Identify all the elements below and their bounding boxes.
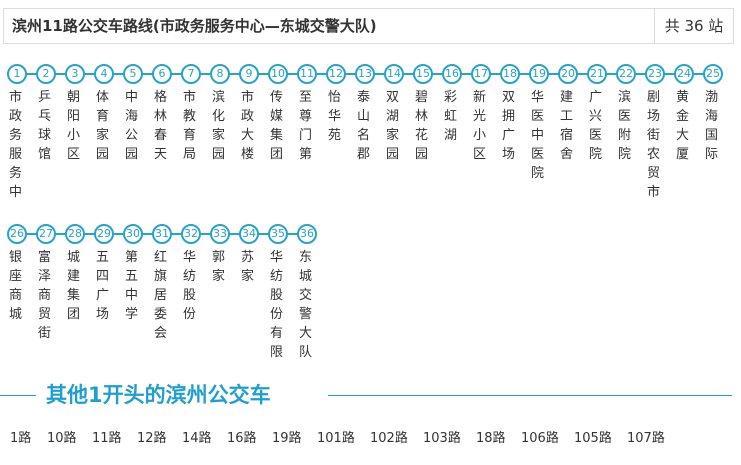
stop-number: 3 [65,64,85,84]
stop-name: 五四广场 [96,250,110,322]
stop-name: 郭家 [212,250,226,284]
section-title: 其他1开头的滨州公交车 [46,383,271,407]
other-section: 其他1开头的滨州公交车 [0,380,741,410]
stop-number: 6 [152,64,172,84]
stop-name: 至尊门第 [299,90,313,162]
stop-name: 东城交警大队 [299,250,313,360]
stop-number: 21 [587,64,607,84]
stop-number: 8 [210,64,230,84]
stop-name: 双湖家园 [386,90,400,162]
stop-name: 红旗居委会 [154,250,168,341]
route-link[interactable]: 102路 [370,431,408,446]
stop-name: 新光小区 [473,90,487,162]
stop-number: 14 [384,64,404,84]
route-link[interactable]: 19路 [272,431,302,446]
route-link[interactable]: 1路 [10,431,32,446]
stop-name: 传媒集团 [270,90,284,162]
stop-number: 29 [94,224,114,244]
route-link[interactable]: 103路 [423,431,461,446]
stop-number: 5 [123,64,143,84]
stop-name: 剧场街农贸市 [647,90,661,200]
stop-name: 渤海国际 [705,90,719,162]
route-link[interactable]: 14路 [182,431,212,446]
stop-name: 双拥广场 [502,90,516,162]
stop-name: 城建集团 [67,250,81,322]
stop-name: 第五中学 [125,250,139,322]
stop-number: 25 [703,64,723,84]
route-link[interactable]: 11路 [92,431,122,446]
route-link[interactable]: 12路 [137,431,167,446]
stop-number: 16 [442,64,462,84]
stop-name: 广兴医院 [589,90,603,162]
stop-number: 15 [413,64,433,84]
stop-number: 4 [94,64,114,84]
route-link[interactable]: 101路 [317,431,355,446]
stop-name: 市教育局 [183,90,197,162]
stop-number: 30 [123,224,143,244]
stop-number: 12 [326,64,346,84]
stop-number: 34 [239,224,259,244]
route-link[interactable]: 106路 [521,431,559,446]
divider [0,395,36,396]
route-link[interactable]: 18路 [476,431,506,446]
stop-name: 市政务服务中 [9,90,23,200]
stop-number: 28 [65,224,85,244]
stop-number: 10 [268,64,288,84]
stop-number: 7 [181,64,201,84]
route-link[interactable]: 105路 [574,431,612,446]
stop-name: 乒乓球馆 [38,90,52,162]
stop-name: 朝阳小区 [67,90,81,162]
stop-name: 建工宿舍 [560,90,574,162]
stop-number: 26 [7,224,27,244]
stop-name: 富泽商贸街 [38,250,52,341]
divider [328,395,732,396]
stop-number: 36 [297,224,317,244]
stop-name: 泰山名郡 [357,90,371,162]
stop-name: 体育家园 [96,90,110,162]
stop-number: 17 [471,64,491,84]
route-link[interactable]: 10路 [47,431,77,446]
stop-number: 32 [181,224,201,244]
stop-number: 20 [558,64,578,84]
stop-name: 中海公园 [125,90,139,162]
stop-number: 31 [152,224,172,244]
stop-number: 11 [297,64,317,84]
stop-number: 35 [268,224,288,244]
route-title: 滨州11路公交车路线(市政务服务中心—东城交警大队) [12,17,377,35]
stop-number: 27 [36,224,56,244]
stop-number: 2 [36,64,56,84]
stop-name: 市政大楼 [241,90,255,162]
stop-name: 华纺股份有限 [270,250,284,360]
stop-name: 格林春天 [154,90,168,162]
stop-name: 怡华苑 [328,90,342,143]
stop-number: 19 [529,64,549,84]
route-link[interactable]: 16路 [227,431,257,446]
stop-count: 共 36 站 [654,9,733,43]
stop-name: 华医中医院 [531,90,545,181]
stop-name: 银座商城 [9,250,23,322]
stop-name: 黄金大厦 [676,90,690,162]
stop-name: 华纺股份 [183,250,197,322]
stop-name: 彩虹湖 [444,90,458,143]
stop-name: 苏家 [241,250,255,284]
stop-number: 22 [616,64,636,84]
stop-number: 24 [674,64,694,84]
route-header: 滨州11路公交车路线(市政务服务中心—东城交警大队) 共 36 站 [3,8,734,44]
route-link[interactable]: 107路 [627,431,665,446]
stop-number: 33 [210,224,230,244]
stop-name: 滨医附院 [618,90,632,162]
stop-name: 滨化家园 [212,90,226,162]
stop-number: 23 [645,64,665,84]
stop-number: 13 [355,64,375,84]
stop-name: 碧林花园 [415,90,429,162]
stop-number: 1 [7,64,27,84]
stop-number: 18 [500,64,520,84]
stop-number: 9 [239,64,259,84]
